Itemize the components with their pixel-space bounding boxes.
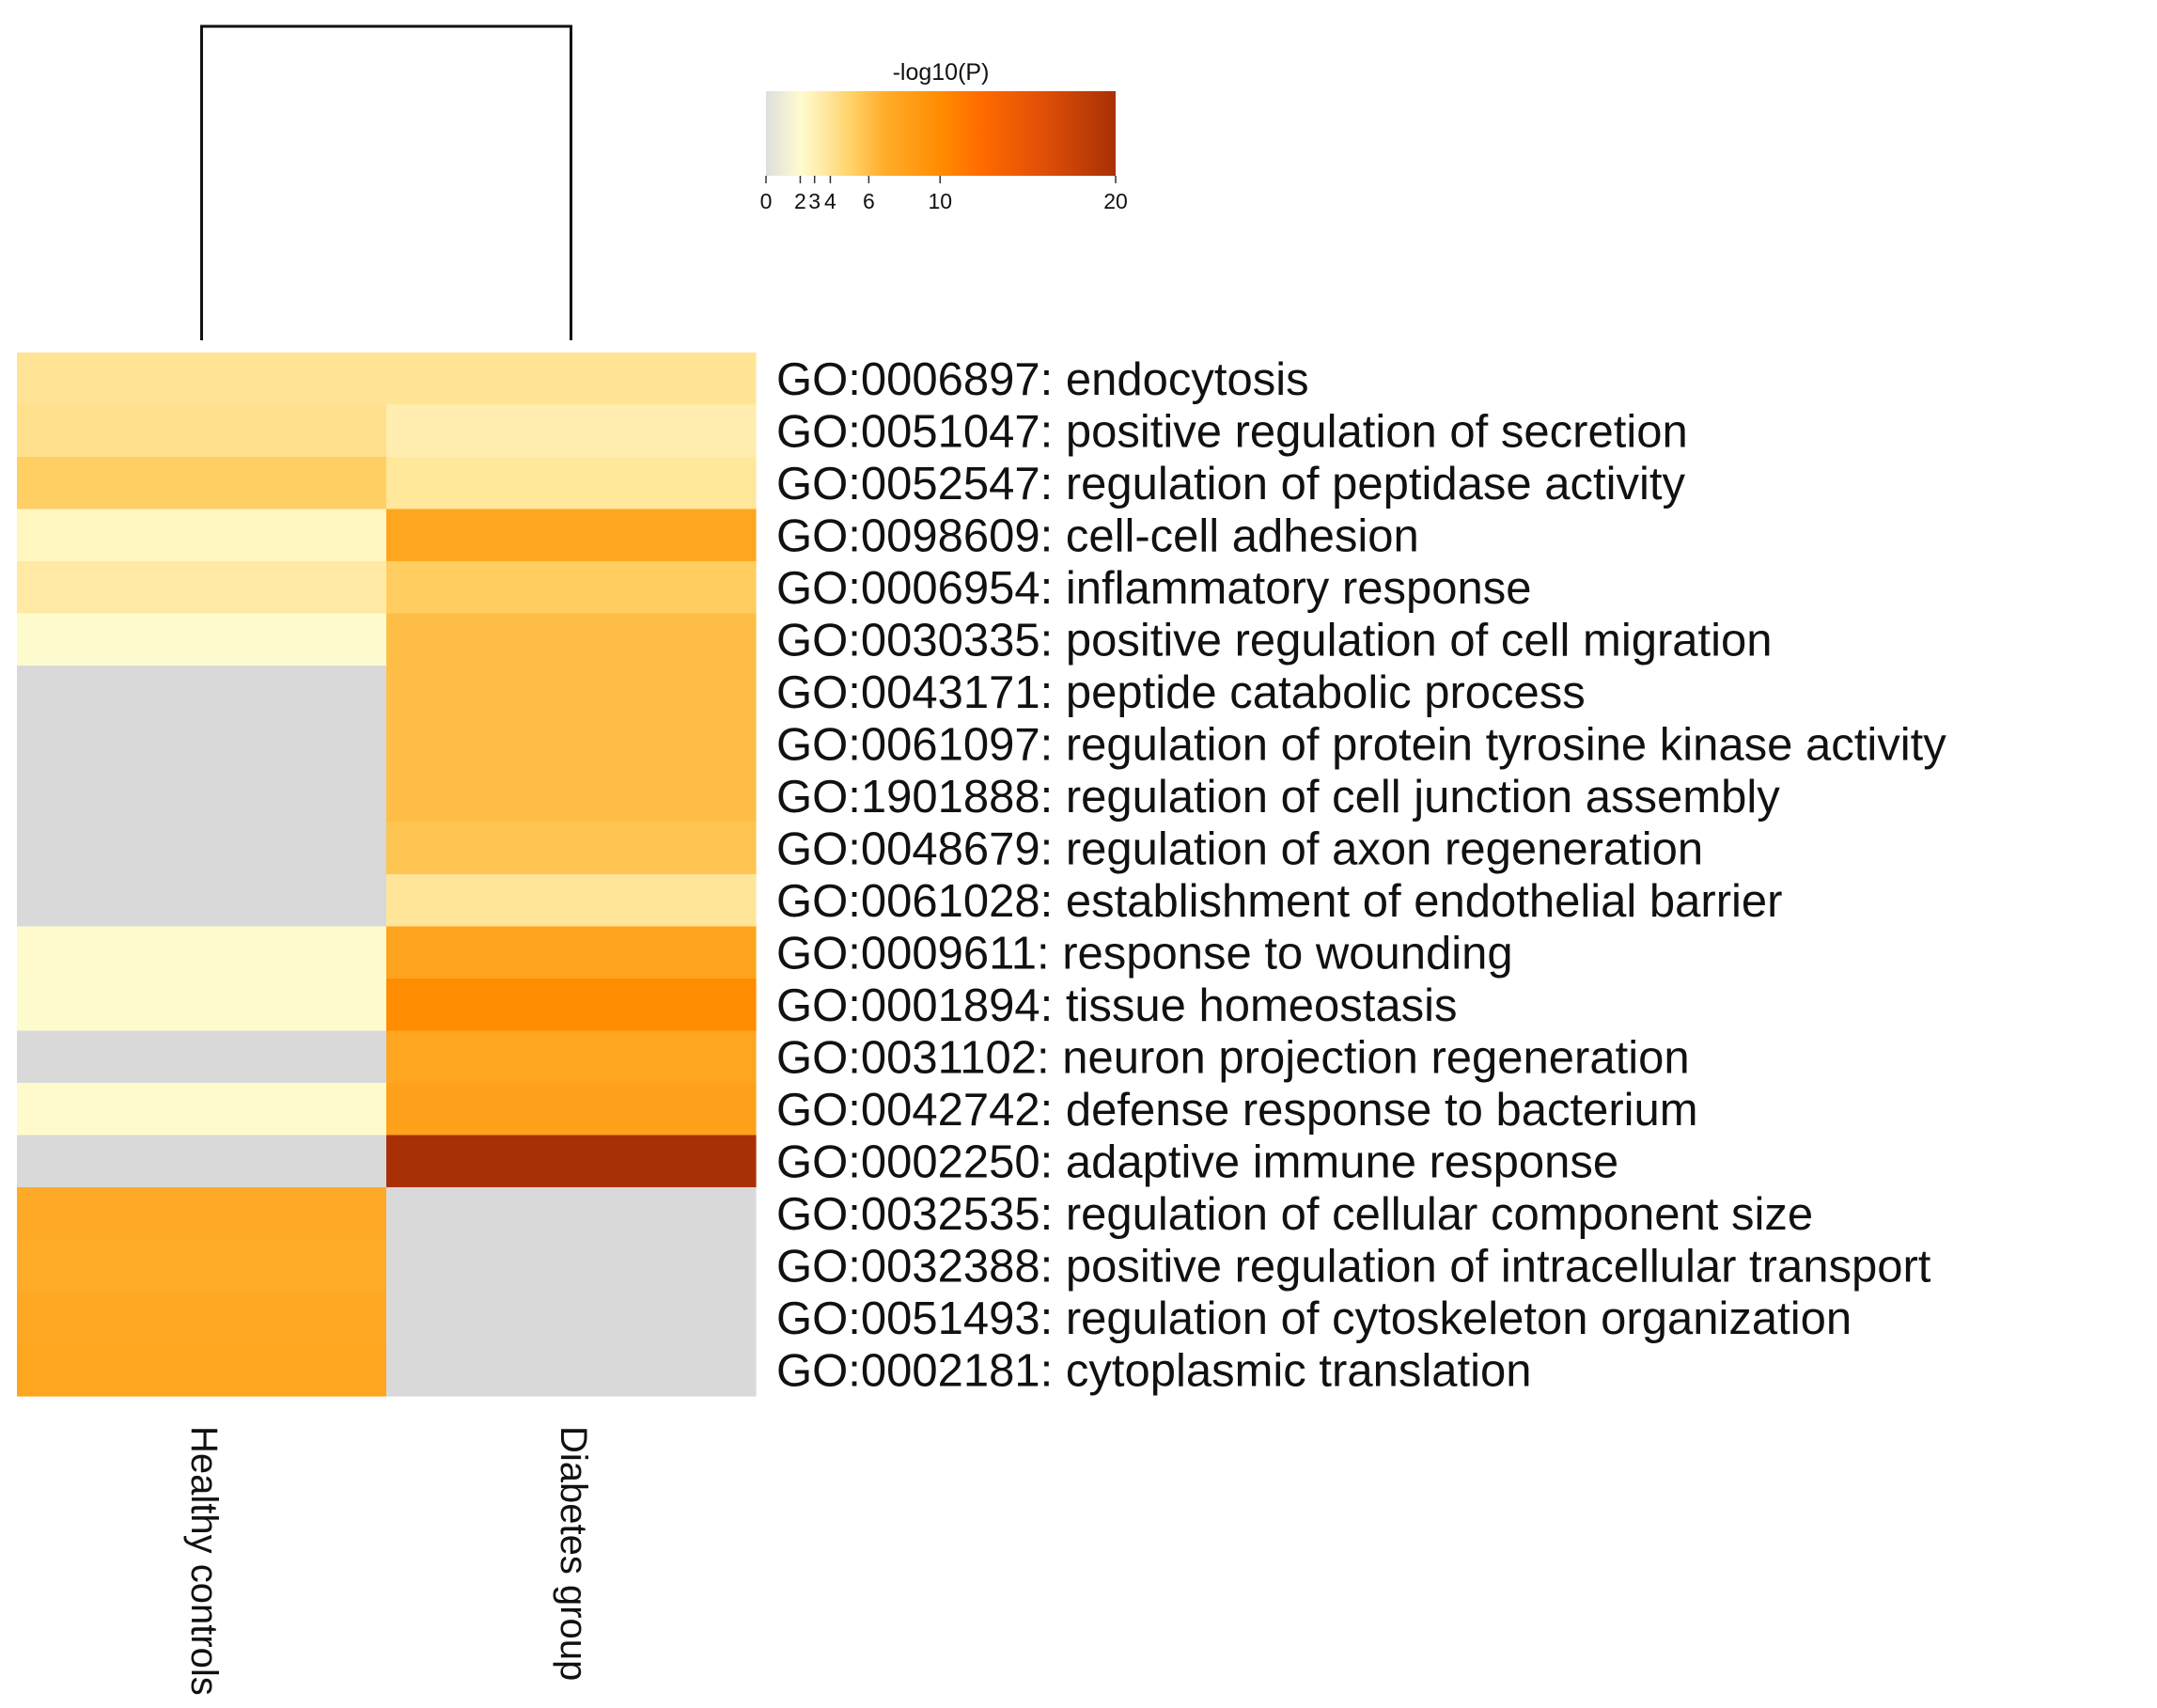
heatmap-cells bbox=[17, 353, 757, 1397]
row-label: GO:1901888: regulation of cell junction … bbox=[776, 772, 1780, 823]
row-label: GO:0032388: positive regulation of intra… bbox=[776, 1241, 1931, 1292]
heatmap-cell bbox=[17, 979, 387, 1032]
heatmap-cell bbox=[386, 561, 757, 615]
legend-ticks: 0 2 3 4 6 10 20 bbox=[760, 176, 1128, 213]
heatmap-cell bbox=[386, 509, 757, 562]
heatmap-cell bbox=[386, 926, 757, 979]
legend-tick-label: 3 bbox=[808, 189, 821, 213]
row-label: GO:0009611: response to wounding bbox=[776, 928, 1513, 979]
row-label: GO:0002181: cytoplasmic translation bbox=[776, 1345, 1531, 1396]
column-label: Healthy controls bbox=[183, 1426, 225, 1696]
legend-tick-label: 4 bbox=[824, 189, 836, 213]
heatmap-cell bbox=[17, 1343, 387, 1397]
row-label: GO:0052547: regulation of peptidase acti… bbox=[776, 459, 1686, 509]
heatmap-cell bbox=[17, 509, 387, 562]
column-dendrogram bbox=[200, 24, 572, 340]
heatmap-cell bbox=[386, 1187, 757, 1241]
row-label: GO:0002250: adaptive immune response bbox=[776, 1136, 1618, 1187]
row-label: GO:0042742: defense response to bacteriu… bbox=[776, 1085, 1698, 1136]
heatmap-cell bbox=[17, 613, 387, 666]
legend-color-bar bbox=[766, 91, 1116, 176]
heatmap-cell bbox=[386, 822, 757, 875]
heatmap-cell bbox=[386, 874, 757, 928]
heatmap-cell bbox=[17, 1083, 387, 1136]
heatmap-cell bbox=[17, 457, 387, 510]
row-label: GO:0006954: inflammatory response bbox=[776, 563, 1531, 614]
legend-title: -log10(P) bbox=[893, 59, 990, 86]
heatmap-cell bbox=[17, 1030, 387, 1084]
heatmap-cell bbox=[386, 1343, 757, 1397]
heatmap-cell bbox=[17, 1292, 387, 1345]
legend-tick-label: 0 bbox=[760, 189, 773, 213]
row-label: GO:0001894: tissue homeostasis bbox=[776, 980, 1458, 1031]
row-label: GO:0031102: neuron projection regenerati… bbox=[776, 1032, 1690, 1083]
color-legend: -log10(P) 0 2 3 4 6 10 20 bbox=[760, 59, 1128, 213]
heatmap-cell bbox=[17, 822, 387, 875]
column-labels: Healthy controls Diabetes group bbox=[183, 1426, 594, 1696]
row-label: GO:0061028: establishment of endothelial… bbox=[776, 876, 1783, 927]
row-label: GO:0006897: endocytosis bbox=[776, 354, 1309, 405]
heatmap-cell bbox=[17, 561, 387, 615]
heatmap-cell bbox=[17, 1135, 387, 1188]
heatmap-cell bbox=[17, 1239, 387, 1293]
heatmap-cell bbox=[386, 1083, 757, 1136]
heatmap-cell bbox=[386, 613, 757, 666]
row-label: GO:0098609: cell-cell adhesion bbox=[776, 510, 1419, 561]
heatmap-cell bbox=[17, 874, 387, 928]
row-label: GO:0030335: positive regulation of cell … bbox=[776, 615, 1773, 666]
heatmap-cell bbox=[386, 770, 757, 823]
row-label: GO:0032535: regulation of cellular compo… bbox=[776, 1189, 1813, 1240]
legend-tick-label: 6 bbox=[863, 189, 875, 213]
heatmap-cell bbox=[17, 1187, 387, 1241]
row-label: GO:0051493: regulation of cytoskeleton o… bbox=[776, 1293, 1852, 1344]
row-label: GO:0043171: peptide catabolic process bbox=[776, 667, 1586, 718]
heatmap-cell bbox=[17, 717, 387, 771]
heatmap-cell bbox=[386, 666, 757, 719]
heatmap-cell bbox=[17, 666, 387, 719]
row-label: GO:0061097: regulation of protein tyrosi… bbox=[776, 719, 1946, 770]
heatmap-cell bbox=[386, 457, 757, 510]
heatmap-cell bbox=[386, 1030, 757, 1084]
legend-tick-label: 20 bbox=[1103, 189, 1128, 213]
heatmap-cell bbox=[386, 1292, 757, 1345]
row-label: GO:0048679: regulation of axon regenerat… bbox=[776, 823, 1703, 874]
legend-tick-label: 10 bbox=[928, 189, 952, 213]
heatmap-cell bbox=[386, 1239, 757, 1293]
heatmap-cell bbox=[386, 404, 757, 458]
dendrogram-branch bbox=[200, 24, 572, 340]
heatmap-cell bbox=[17, 404, 387, 458]
heatmap-cell bbox=[386, 1135, 757, 1188]
heatmap-cell bbox=[17, 353, 387, 406]
legend-tick-label: 2 bbox=[794, 189, 806, 213]
heatmap-cell bbox=[17, 926, 387, 979]
heatmap-cell bbox=[386, 353, 757, 406]
heatmap-cell bbox=[17, 770, 387, 823]
heatmap-cell bbox=[386, 717, 757, 771]
row-label: GO:0051047: positive regulation of secre… bbox=[776, 406, 1688, 457]
heatmap-cell bbox=[386, 979, 757, 1032]
column-label: Diabetes group bbox=[553, 1426, 594, 1681]
